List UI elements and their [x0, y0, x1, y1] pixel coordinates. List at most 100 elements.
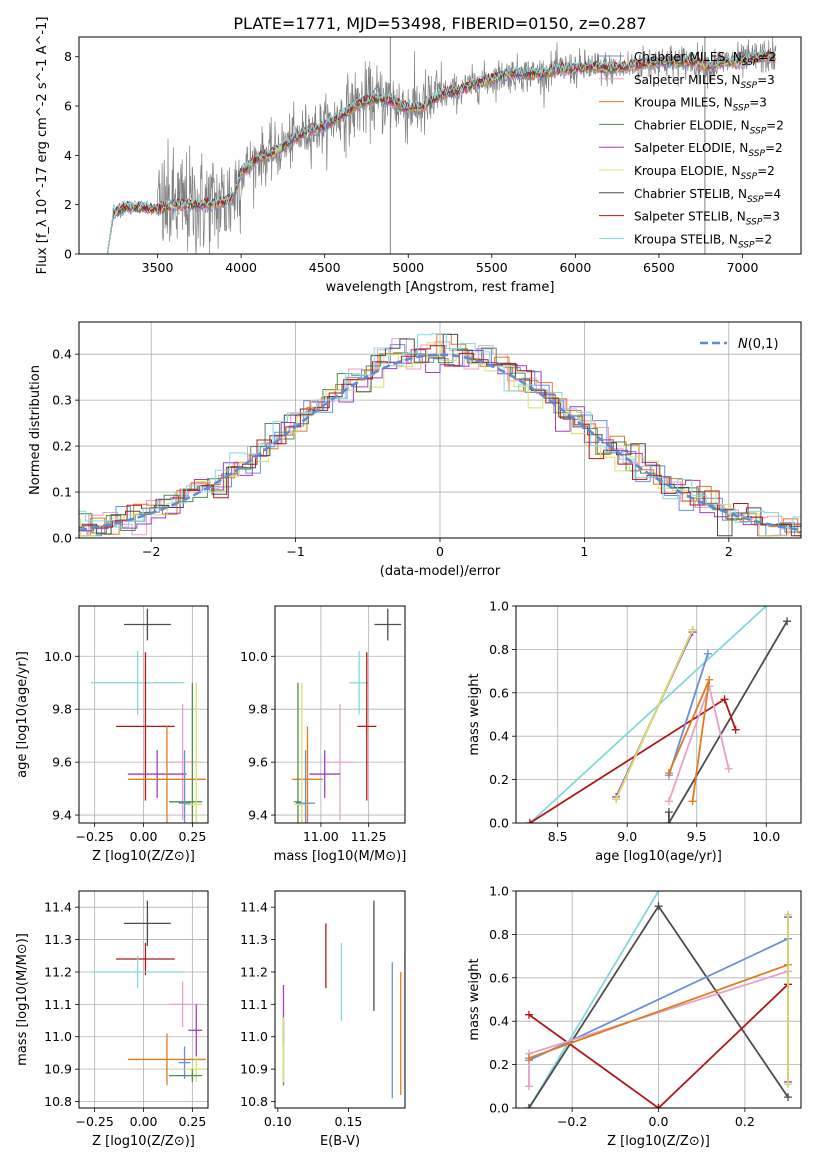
x-tick-label: −0.25 [75, 1114, 113, 1129]
x-tick-label: 4000 [225, 260, 257, 275]
x-axis-label: Z [log10(Z/Z⊙)] [607, 1134, 710, 1149]
y-tick-label: 4 [64, 148, 72, 163]
y-tick-label: 0.2 [52, 439, 72, 454]
mass-weight-line [529, 606, 767, 823]
plot-area-age_vs_Z [90, 608, 207, 823]
x-tick-label: 6500 [643, 260, 675, 275]
mass-weight-line [668, 653, 709, 776]
x-axis-label: E(B-V) [320, 1134, 360, 1149]
data-spectrum-line [107, 37, 777, 254]
plot-area-residuals [79, 333, 801, 537]
y-tick-label: 9.4 [52, 808, 72, 823]
plot-area-mass_vs_EBV [282, 900, 405, 1099]
errorbar-point [127, 1033, 207, 1086]
plus-marker [654, 891, 663, 895]
errorbar-point [294, 682, 310, 823]
y-tick-label: 11.1 [44, 997, 72, 1012]
y-axis-label: mass weight [467, 958, 482, 1040]
x-axis-label: Z [log10(Z/Z⊙)] [92, 1134, 195, 1149]
histogram-steps [79, 342, 801, 537]
legend-entry: Salpeter STELIB, NSSP=3 [634, 210, 780, 228]
legend-entry: Chabrier STELIB, NSSP=4 [634, 187, 781, 205]
legend-entry: Kroupa ELODIE, NSSP=2 [634, 164, 775, 182]
x-tick-label: 6000 [559, 260, 591, 275]
x-axis-label: wavelength [Angstrom, rest frame] [326, 280, 555, 295]
x-tick-label: −1 [286, 544, 304, 559]
y-tick-label: 6 [64, 99, 72, 114]
panel-age_vs_mass: 11.00 11.25 9.4 9.6 9.8 10.0 mass [log10(M/M⊙)… [240, 605, 406, 864]
x-tick-label: 1 [580, 544, 588, 559]
plot-layer: Chabrier MILES, NSSP=2 Salpeter MILES, NS… [15, 17, 802, 1149]
errorbar-point [294, 682, 302, 823]
y-axis-label: Flux [f_λ 10^-17 erg cm^-2 s^-1 A^-1] [35, 17, 50, 275]
mass-weight-line [615, 629, 694, 800]
legend-entry: Salpeter MILES, NSSP=3 [634, 73, 775, 91]
histogram-steps [79, 338, 801, 537]
y-tick-label: 0.0 [52, 531, 72, 546]
y-tick-label: 0.2 [489, 1057, 509, 1072]
y-tick-label: 11.2 [240, 964, 268, 979]
y-tick-label: 11.3 [44, 932, 72, 947]
plus-marker [784, 1080, 793, 1089]
plus-marker [524, 1054, 533, 1063]
x-tick-label: 5000 [392, 260, 424, 275]
errorbar-point [123, 608, 171, 641]
histogram-steps [79, 345, 801, 537]
x-tick-label: 0.0 [649, 1114, 669, 1129]
model-spectrum-line [106, 51, 776, 254]
plus-marker [664, 769, 673, 778]
axes-frame [515, 605, 802, 824]
y-axis-label: age [log10(age/yr)] [15, 651, 30, 778]
y-tick-label: 0.3 [52, 393, 72, 408]
panel-mass_weight_vs_Z: −0.2 0.0 0.2 0.0 0.2 0.4 0.6 0.8 1.0 Z [log10(Z/Z… [467, 884, 802, 1149]
spectrum-legend: Chabrier MILES, NSSP=2 Salpeter MILES, NS… [599, 50, 784, 250]
histogram-steps [79, 347, 801, 534]
panel-residuals: N(0,1) −2 −1 0 1 2 0.0 0.1 0.2 0.3 0.4 (data-model)… [28, 321, 802, 579]
errorbar-point [127, 726, 207, 823]
plus-marker [688, 625, 697, 634]
errorbar-point [168, 981, 203, 1028]
plus-marker [724, 764, 733, 773]
errorbar-point [296, 750, 316, 823]
errorbar-point [357, 652, 377, 801]
errorbar-point [116, 652, 175, 801]
x-axis-label: (data-model)/error [380, 564, 501, 579]
histogram-steps [79, 333, 801, 528]
errorbar-point [188, 1004, 203, 1057]
errorbar-point [168, 1069, 203, 1083]
mass-weight-line [528, 983, 789, 1108]
plus-marker [784, 1093, 793, 1102]
plus-marker [784, 910, 793, 919]
plus-marker [703, 649, 712, 658]
panel-age_vs_Z: −0.25 0.00 0.25 9.4 9.6 9.8 10.0 Z [log10(Z/Z⊙)… [15, 605, 209, 864]
y-axis-label: Normed distribution [28, 365, 43, 495]
x-tick-label: 0.25 [178, 829, 206, 844]
y-tick-label: 10.0 [240, 649, 268, 664]
y-axis-label: mass [log10(M/M⊙)] [15, 933, 30, 1066]
y-tick-label: 11.1 [240, 997, 268, 1012]
y-tick-label: 0.4 [489, 1014, 509, 1029]
y-tick-label: 0.4 [52, 347, 72, 362]
errorbar-point [90, 650, 185, 715]
y-tick-label: 11.3 [240, 932, 268, 947]
x-tick-label: 0.00 [130, 1114, 158, 1129]
x-tick-label: 9.5 [687, 829, 707, 844]
plus-marker [664, 808, 673, 817]
y-tick-label: 8 [64, 49, 72, 64]
axes-frame [274, 890, 406, 1109]
axes-frame [78, 36, 802, 255]
y-tick-label: 11.4 [44, 900, 72, 915]
figure-title: PLATE=1771, MJD=53498, FIBERID=0150, z=0… [233, 14, 646, 33]
x-tick-label: 0.25 [178, 1114, 206, 1129]
y-axis-label: mass weight [467, 673, 482, 755]
errorbar-point [309, 750, 340, 798]
y-tick-label: 11.4 [240, 900, 268, 915]
y-tick-label: 0.0 [489, 1101, 509, 1116]
y-tick-label: 0.1 [52, 485, 72, 500]
histogram-steps [79, 333, 801, 537]
mass-weight-line [528, 891, 660, 1108]
plus-marker [524, 1010, 533, 1019]
plot-area-spectrum [106, 37, 777, 254]
plus-marker [525, 819, 534, 823]
